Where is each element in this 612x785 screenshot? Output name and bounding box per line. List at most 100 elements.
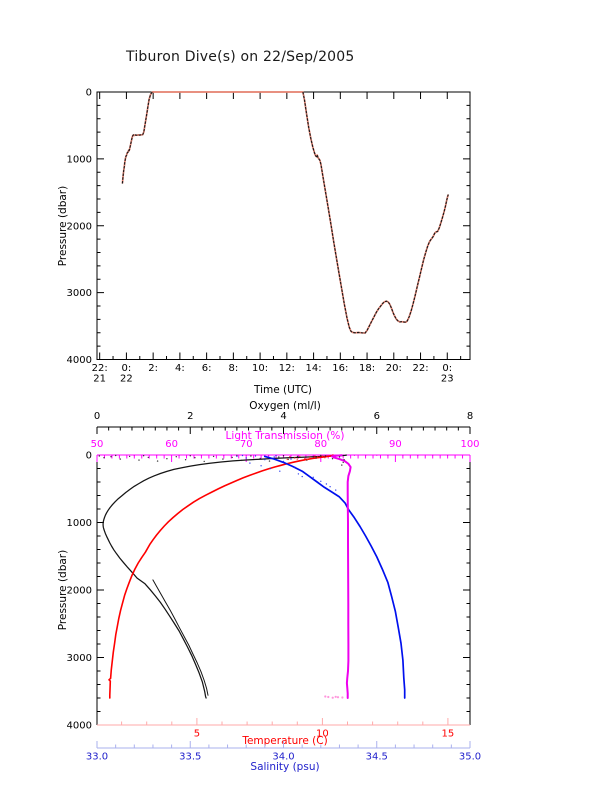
salinity-tick-label: 35.0 — [459, 752, 481, 763]
data-point — [175, 456, 177, 458]
data-point — [341, 696, 344, 699]
data-point — [432, 454, 434, 456]
data-point — [264, 459, 266, 461]
data-point — [312, 454, 314, 457]
pressure-tick-label: 1000 — [67, 518, 92, 529]
salinity-tick-label: 34.5 — [366, 752, 388, 763]
series-salinity_profile — [263, 455, 406, 699]
data-point — [309, 456, 311, 459]
data-point — [343, 459, 345, 461]
pressure-tick-label: 0 — [86, 88, 92, 99]
oxygen-axis: 0 2 4 6 8 — [94, 411, 473, 434]
oxygen-tick-label: 8 — [467, 411, 473, 422]
time-tick-day-label: 22 — [120, 374, 133, 385]
data-point — [335, 489, 337, 491]
data-point — [331, 458, 334, 460]
data-point — [236, 455, 238, 458]
data-point — [138, 459, 140, 461]
data-point — [336, 696, 340, 699]
pressure-axis-top-chart: 0 1000 2000 3000 4000 — [67, 88, 470, 366]
data-point — [128, 455, 131, 458]
data-point — [327, 695, 330, 699]
data-point — [184, 459, 187, 461]
data-point — [275, 455, 277, 457]
data-point — [324, 455, 327, 457]
data-point — [194, 457, 196, 459]
time-tick-day-label: 21 — [93, 374, 106, 385]
light-transmission-axis-title: Light Transmission (%) — [225, 430, 345, 442]
data-point — [294, 466, 296, 468]
series-light_bottom_scatter — [324, 695, 344, 699]
time-tick-label: 12: — [279, 363, 295, 374]
time-tick-label: 0: — [122, 363, 132, 374]
top-chart-frame — [96, 91, 471, 360]
data-point — [189, 455, 191, 457]
data-point — [110, 456, 112, 458]
temperature-tick-label: 15 — [442, 729, 455, 740]
salinity-tick-label: 33.0 — [86, 752, 108, 763]
data-point — [269, 467, 272, 470]
data-point — [417, 454, 419, 457]
pressure-tick-label: 2000 — [67, 586, 92, 597]
data-point — [290, 454, 292, 456]
data-point — [304, 458, 306, 460]
light-axis: 50 60 70 80 90 100 — [91, 439, 480, 462]
oxygen-tick-label: 2 — [187, 411, 193, 422]
data-point — [325, 483, 328, 485]
data-point — [241, 454, 244, 457]
oxygen-tick-label: 6 — [374, 411, 380, 422]
temperature-tick-label: 10 — [316, 729, 329, 740]
data-point — [267, 454, 270, 457]
light-tick-label: 100 — [460, 439, 479, 450]
time-tick-label: 18: — [359, 363, 375, 374]
pressure-tick-label: 2000 — [67, 221, 92, 232]
data-point — [156, 454, 158, 456]
series-salinity_surface_scatter — [236, 454, 337, 491]
data-point — [334, 695, 337, 698]
data-point — [115, 454, 117, 457]
salinity-tick-label: 34.0 — [272, 752, 294, 763]
data-point — [402, 454, 404, 456]
data-point — [103, 457, 105, 459]
light-tick-label: 90 — [389, 439, 402, 450]
dive-track-black — [121, 91, 449, 334]
data-point — [301, 475, 303, 478]
dive-track-red — [121, 91, 450, 334]
time-tick-label: 22: — [92, 363, 108, 374]
time-tick-label: 8: — [228, 363, 238, 374]
light-tick-label: 70 — [240, 439, 253, 450]
data-point — [289, 456, 291, 458]
data-point — [364, 454, 367, 457]
time-tick-label: 20: — [386, 363, 402, 374]
data-point — [147, 456, 149, 459]
data-point — [282, 460, 285, 463]
series-temperature_profile — [108, 454, 334, 699]
oxygen-axis-title: Oxygen (ml/l) — [249, 400, 321, 412]
time-tick-label: 0: — [442, 363, 452, 374]
data-point — [268, 460, 271, 462]
time-tick-label: 4: — [175, 363, 185, 374]
data-point — [249, 462, 251, 464]
light-tick-label: 80 — [314, 439, 327, 450]
data-point — [259, 457, 261, 460]
temperature-axis-title: Temperature (C) — [242, 735, 328, 747]
data-point — [286, 458, 288, 461]
data-point — [341, 464, 343, 466]
data-point — [299, 455, 301, 458]
salinity-tick-label: 33.5 — [179, 752, 201, 763]
data-point — [260, 465, 262, 467]
time-tick-label: 10: — [252, 363, 268, 374]
temperature-tick-label: 5 — [194, 729, 200, 740]
pressure-tick-label: 3000 — [67, 288, 92, 299]
data-point — [286, 463, 288, 466]
data-point — [315, 457, 317, 459]
data-point — [353, 454, 356, 456]
bottom-chart: 0 1000 2000 3000 4000 0 2 4 6 8 50 60 70 80 90 100 5 10 15… — [67, 411, 482, 763]
data-point — [314, 455, 316, 457]
data-point — [212, 455, 215, 458]
data-point — [203, 460, 205, 463]
series-oxygen_surface_scatter — [98, 454, 345, 466]
